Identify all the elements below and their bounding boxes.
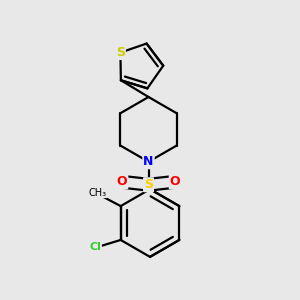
Text: O: O xyxy=(117,175,127,188)
Text: S: S xyxy=(144,178,153,191)
Text: CH₃: CH₃ xyxy=(89,188,107,197)
Text: N: N xyxy=(143,155,154,168)
Text: Cl: Cl xyxy=(89,242,101,252)
Text: O: O xyxy=(170,175,180,188)
Text: S: S xyxy=(116,46,125,59)
